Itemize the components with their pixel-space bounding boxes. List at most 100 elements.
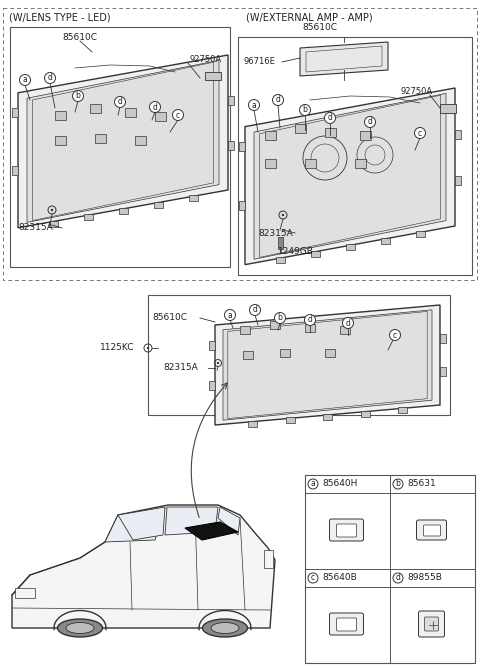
- Text: d: d: [252, 305, 257, 315]
- Text: 85610C: 85610C: [152, 313, 187, 323]
- Circle shape: [172, 110, 183, 120]
- Bar: [455, 176, 461, 184]
- Bar: [209, 341, 215, 349]
- Circle shape: [115, 96, 125, 108]
- Bar: [248, 421, 257, 427]
- Bar: [205, 72, 221, 80]
- Circle shape: [51, 209, 53, 211]
- Bar: [381, 238, 389, 244]
- Bar: [228, 96, 234, 104]
- Bar: [119, 208, 128, 214]
- Text: 92750A: 92750A: [401, 88, 433, 96]
- Circle shape: [364, 116, 375, 128]
- Text: 85610C: 85610C: [62, 33, 97, 43]
- FancyBboxPatch shape: [423, 525, 441, 536]
- FancyBboxPatch shape: [329, 519, 363, 541]
- Text: b: b: [396, 480, 400, 488]
- Bar: [325, 349, 335, 357]
- Text: c: c: [393, 331, 397, 339]
- Bar: [264, 550, 273, 568]
- Polygon shape: [300, 42, 388, 76]
- Text: 85640B: 85640B: [322, 574, 357, 582]
- Text: c: c: [176, 110, 180, 120]
- Circle shape: [415, 128, 425, 138]
- Bar: [304, 158, 315, 168]
- Bar: [264, 158, 276, 168]
- Bar: [455, 130, 461, 138]
- Bar: [134, 136, 145, 144]
- Bar: [48, 220, 58, 226]
- Text: c: c: [418, 128, 422, 138]
- Text: 82315A: 82315A: [258, 228, 293, 238]
- Text: d: d: [396, 574, 400, 582]
- Bar: [323, 414, 332, 420]
- Bar: [12, 166, 18, 175]
- Text: 85631: 85631: [407, 480, 436, 488]
- Bar: [324, 128, 336, 136]
- Circle shape: [308, 573, 318, 583]
- Bar: [15, 588, 35, 598]
- Text: 82315A: 82315A: [163, 363, 198, 373]
- Bar: [440, 334, 446, 343]
- FancyBboxPatch shape: [336, 618, 357, 631]
- Text: d: d: [276, 96, 280, 104]
- Polygon shape: [185, 522, 238, 540]
- Bar: [305, 324, 315, 332]
- Text: a: a: [23, 75, 27, 84]
- Circle shape: [225, 309, 236, 321]
- Text: d: d: [153, 102, 157, 112]
- Text: c: c: [311, 574, 315, 582]
- Bar: [155, 112, 166, 120]
- Bar: [3, 8, 477, 280]
- Bar: [360, 130, 371, 140]
- Polygon shape: [218, 507, 240, 535]
- Text: b: b: [277, 313, 282, 323]
- Bar: [440, 367, 446, 376]
- Text: b: b: [302, 106, 307, 114]
- Ellipse shape: [58, 619, 103, 637]
- Bar: [340, 326, 350, 334]
- Bar: [239, 201, 245, 210]
- FancyBboxPatch shape: [419, 611, 444, 637]
- Text: (W/EXTERNAL AMP - AMP): (W/EXTERNAL AMP - AMP): [246, 13, 372, 23]
- Bar: [238, 37, 472, 275]
- Bar: [55, 110, 65, 120]
- Text: a: a: [311, 480, 315, 488]
- Bar: [189, 195, 197, 201]
- Bar: [55, 136, 65, 144]
- Bar: [276, 257, 285, 263]
- Circle shape: [389, 329, 400, 341]
- Ellipse shape: [66, 623, 94, 633]
- Text: d: d: [118, 98, 122, 106]
- Bar: [89, 104, 100, 112]
- Bar: [360, 411, 370, 417]
- Bar: [416, 231, 424, 237]
- Circle shape: [393, 479, 403, 489]
- Polygon shape: [223, 310, 432, 420]
- Text: d: d: [48, 73, 52, 83]
- Bar: [240, 326, 250, 334]
- Bar: [295, 124, 305, 132]
- Polygon shape: [215, 305, 440, 425]
- Polygon shape: [245, 88, 455, 265]
- Polygon shape: [165, 507, 218, 535]
- Bar: [10, 27, 230, 267]
- Bar: [95, 134, 106, 142]
- Bar: [440, 104, 456, 113]
- Text: 89855B: 89855B: [407, 574, 442, 582]
- Bar: [239, 142, 245, 152]
- Bar: [209, 381, 215, 389]
- FancyBboxPatch shape: [329, 613, 363, 635]
- Bar: [264, 130, 276, 140]
- Circle shape: [250, 305, 261, 315]
- Bar: [398, 407, 407, 413]
- Circle shape: [275, 313, 286, 323]
- Circle shape: [149, 102, 160, 112]
- Text: 96716E: 96716E: [244, 57, 276, 67]
- Text: a: a: [228, 311, 232, 319]
- Bar: [154, 202, 163, 208]
- Text: 1249GB: 1249GB: [278, 248, 314, 257]
- Polygon shape: [18, 55, 228, 228]
- Text: 82315A: 82315A: [18, 224, 53, 232]
- Text: d: d: [308, 315, 312, 325]
